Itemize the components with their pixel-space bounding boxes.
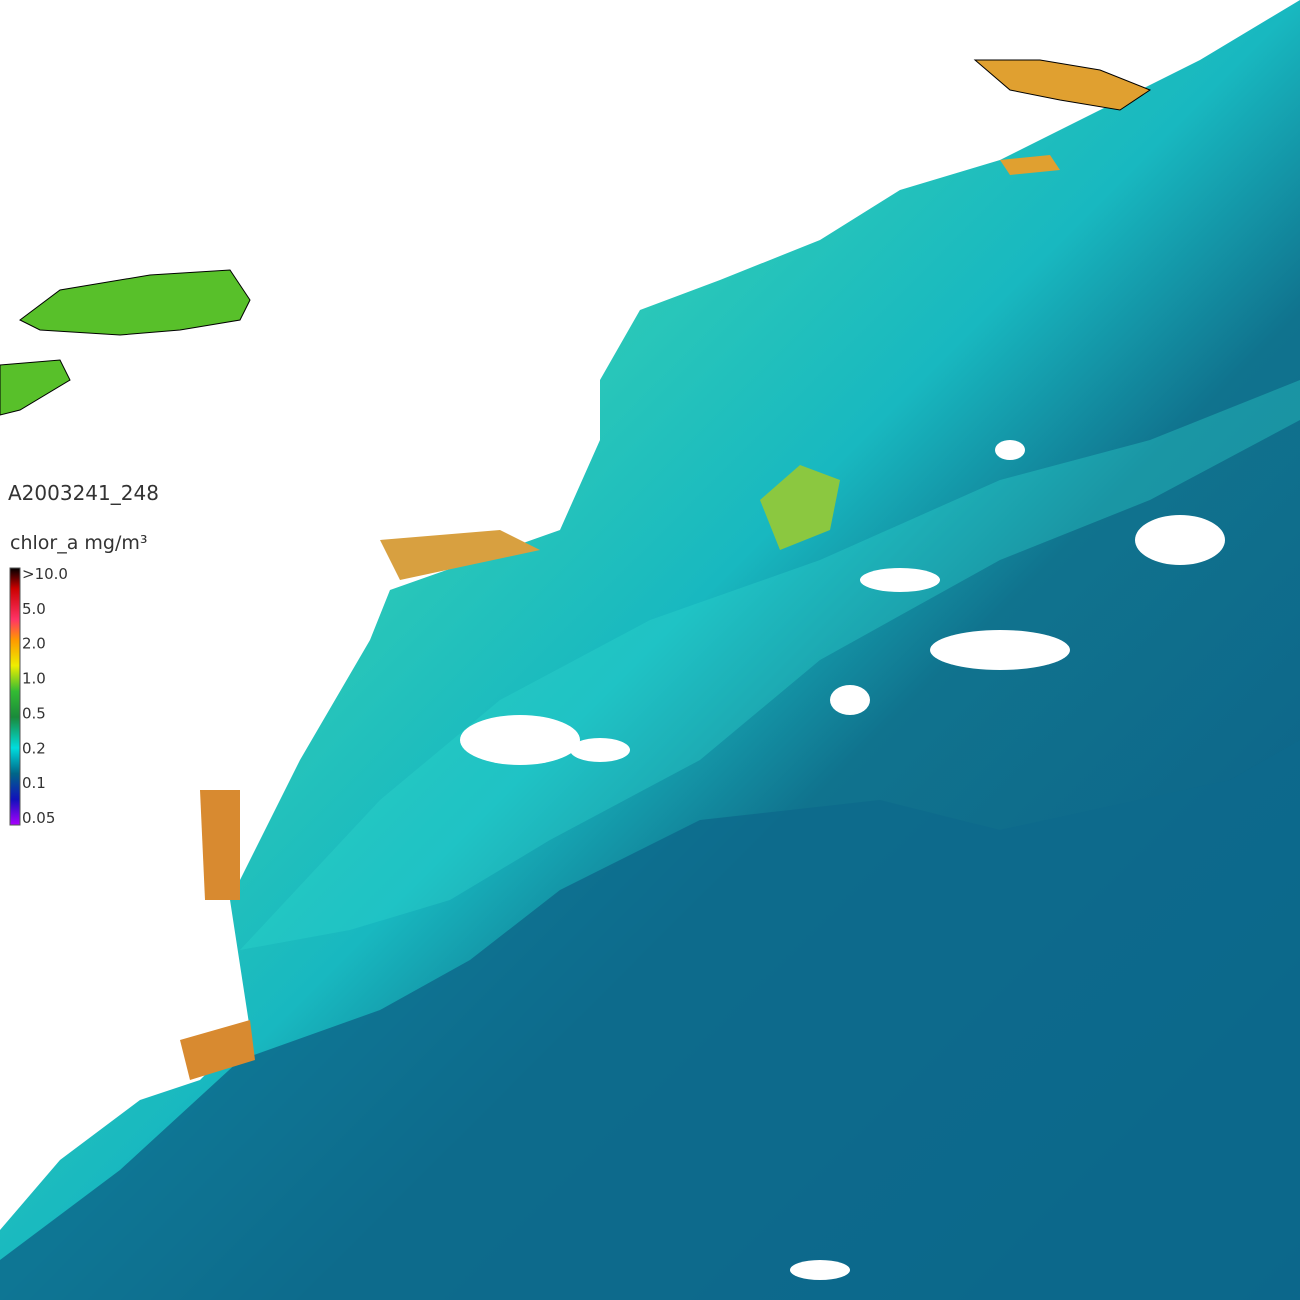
legend-label: 0.05 <box>22 809 55 827</box>
legend-label: 5.0 <box>22 600 46 618</box>
legend-labels: >10.0 5.0 2.0 1.0 0.5 0.2 0.1 0.05 <box>22 565 68 827</box>
coastal-land <box>0 59 1152 1080</box>
legend-label: 0.1 <box>22 774 46 792</box>
legend-label: 1.0 <box>22 670 46 688</box>
legend-label: 2.0 <box>22 635 46 653</box>
colorbar <box>9 567 21 826</box>
legend-label: 0.2 <box>22 739 46 757</box>
legend-label: 0.5 <box>22 704 46 722</box>
image-id: A2003241_248 <box>8 481 159 505</box>
clouds <box>460 440 1225 1280</box>
legend-label: >10.0 <box>22 565 68 583</box>
legend-title: chlor_a mg/m³ <box>10 532 147 554</box>
